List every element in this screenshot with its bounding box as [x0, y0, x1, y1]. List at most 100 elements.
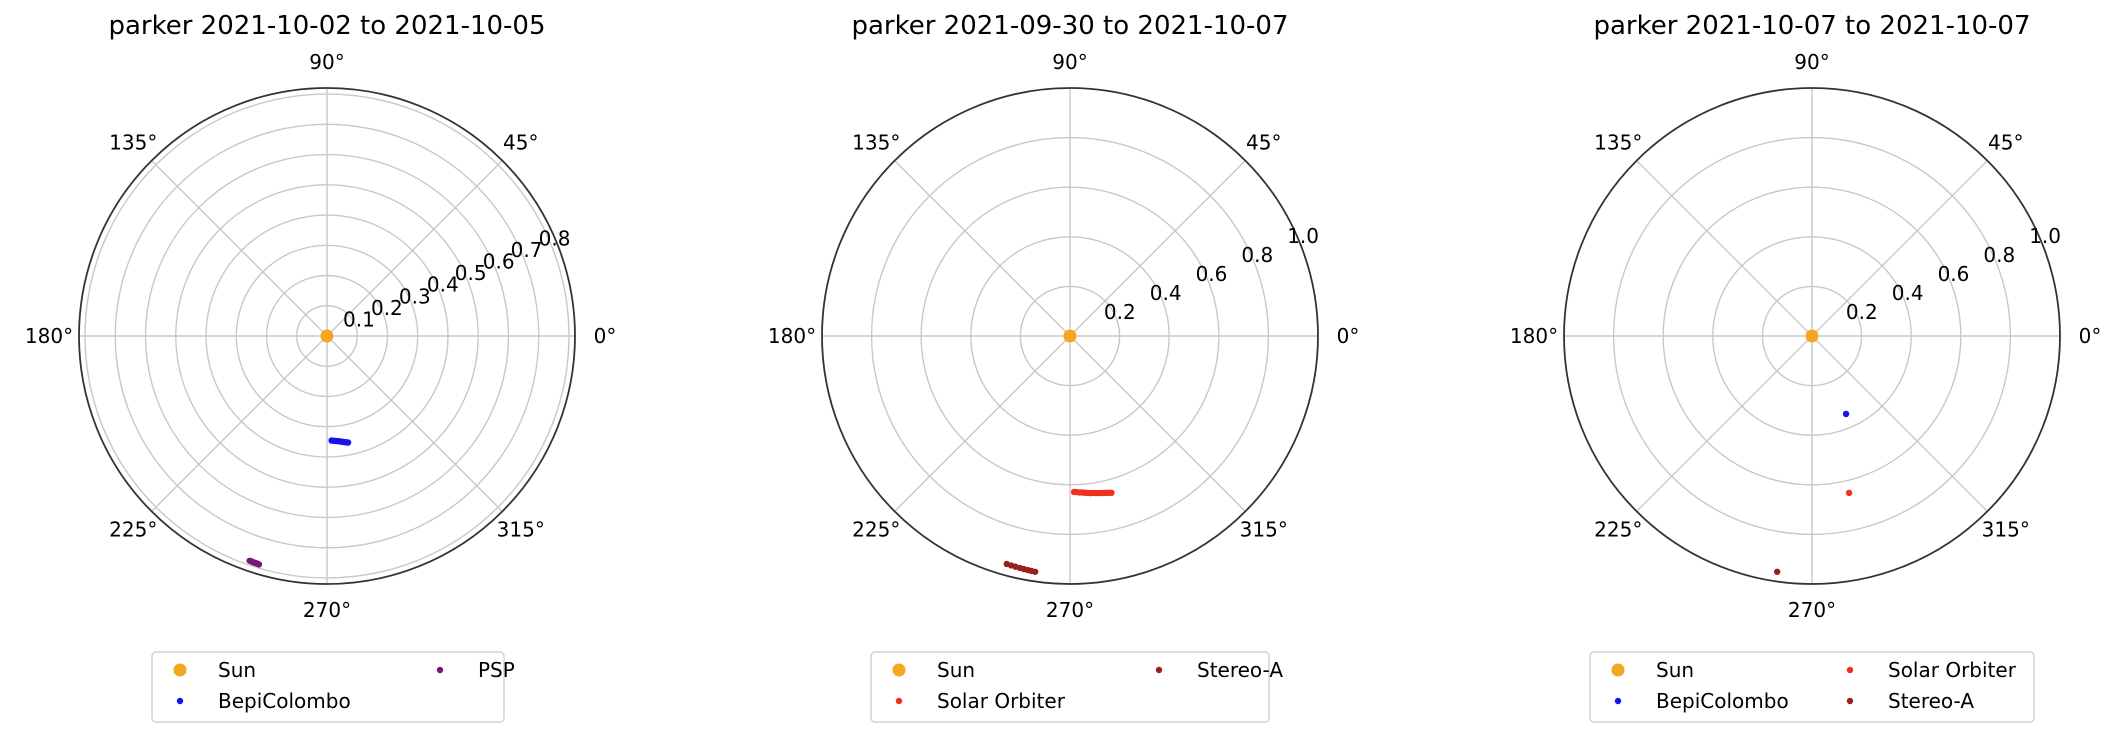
data-point [1845, 489, 1853, 497]
radial-tick-label: 0.7 [511, 238, 543, 262]
data-point [320, 329, 334, 343]
legend-label: Sun [1656, 658, 1694, 682]
angle-tick-label: 180° [25, 324, 73, 348]
radial-tick-label: 0.4 [1892, 281, 1924, 305]
polar-frame [78, 87, 576, 585]
legend-label: Stereo-A [1197, 658, 1283, 682]
angular-gridline [894, 335, 1071, 512]
legend-label: PSP [478, 658, 515, 682]
legend-marker [173, 663, 187, 677]
angle-tick-label: 315° [1240, 518, 1288, 542]
legend-marker [1155, 666, 1163, 674]
angle-tick-label: 45° [1246, 130, 1281, 154]
data-point [1773, 568, 1781, 575]
legend-marker [436, 666, 444, 674]
angle-tick-label: 270° [1046, 598, 1094, 622]
legend-marker [1611, 663, 1625, 677]
radial-tick-label: 1.0 [1287, 224, 1319, 248]
data-point [1108, 489, 1115, 497]
data-point [255, 561, 263, 568]
chart-title: parker 2021-10-02 to 2021-10-05 [108, 11, 545, 41]
series-solar-orbiter [1845, 489, 1853, 497]
data-point [344, 439, 352, 446]
angle-tick-label: 225° [852, 518, 900, 542]
angular-gridline [894, 160, 1071, 337]
radial-tick-label: 0.6 [1196, 262, 1228, 286]
radial-tick-label: 0.3 [399, 284, 431, 308]
angle-tick-label: 0° [1337, 324, 1360, 348]
angle-tick-label: 0° [2079, 324, 2102, 348]
angular-gridline [1069, 160, 1246, 337]
radial-tick-label: 0.4 [427, 273, 459, 297]
radial-tick-label: 0.6 [1938, 262, 1970, 286]
data-point [1063, 329, 1077, 343]
radial-tick-label: 0.8 [539, 226, 571, 250]
radial-tick-label: 0.8 [1241, 243, 1273, 267]
angular-gridline [1636, 160, 1813, 337]
angle-tick-label: 90° [1052, 50, 1087, 74]
polar-frame [821, 87, 1319, 585]
angle-tick-label: 0° [594, 324, 617, 348]
legend-marker [892, 663, 906, 677]
legend: Sun Solar Orbiter Stereo-A [870, 651, 1283, 723]
series-bepicolombo [328, 437, 352, 446]
angular-gridline [326, 335, 503, 512]
angular-gridline [151, 335, 328, 512]
angle-tick-label: 135° [109, 130, 157, 154]
legend-frame [151, 651, 505, 723]
series-bepicolombo [1842, 410, 1850, 418]
series-psp [246, 557, 263, 568]
legend-marker [1846, 666, 1854, 674]
angle-tick-label: 225° [109, 518, 157, 542]
legend-label: Sun [218, 658, 256, 682]
data-point [1842, 410, 1850, 418]
legend-marker [1846, 697, 1854, 705]
legend-frame [870, 651, 1270, 723]
angular-gridline [1069, 335, 1246, 512]
legend-label: Stereo-A [1888, 689, 1974, 713]
radial-tick-label: 0.2 [1104, 300, 1136, 324]
angle-tick-label: 180° [1510, 324, 1558, 348]
angle-tick-label: 225° [1594, 518, 1642, 542]
angle-tick-label: 180° [768, 324, 816, 348]
angular-gridline [1636, 335, 1813, 512]
angle-tick-label: 90° [1794, 50, 1829, 74]
data-point [1805, 329, 1819, 343]
legend: Sun BepiColombo Solar Orbiter Stereo-A [1589, 651, 2035, 723]
radial-tick-label: 0.4 [1150, 281, 1182, 305]
angle-tick-label: 90° [309, 50, 344, 74]
angular-gridline [1811, 160, 1988, 337]
radial-tick-label: 0.1 [343, 307, 375, 331]
angle-tick-label: 45° [503, 130, 538, 154]
radial-tick-label: 1.0 [2029, 224, 2061, 248]
series-sun [1805, 329, 1819, 343]
radial-tick-label: 0.5 [455, 261, 487, 285]
legend-marker [176, 697, 184, 705]
polar-chart-2: parker 2021-09-30 to 2021-10-07 0° 45° 90° 1… [768, 11, 1360, 723]
series-stereo-a [1003, 560, 1039, 575]
angular-gridline [1811, 335, 1988, 512]
polar-frame [1563, 87, 2061, 585]
chart-title: parker 2021-09-30 to 2021-10-07 [851, 11, 1288, 41]
angle-tick-label: 135° [852, 130, 900, 154]
legend-marker [895, 697, 903, 705]
radial-tick-label: 0.2 [1846, 300, 1878, 324]
angular-gridline [151, 160, 328, 337]
legend-label: Solar Orbiter [1888, 658, 2017, 682]
angle-tick-label: 315° [497, 518, 545, 542]
legend-label: Solar Orbiter [937, 689, 1066, 713]
legend-label: BepiColombo [1656, 689, 1789, 713]
polar-chart-1: parker 2021-10-02 to 2021-10-05 0° 45° 90° 1… [25, 11, 617, 723]
radial-tick-label: 0.2 [371, 296, 403, 320]
series-sun [1063, 329, 1077, 343]
series-solar-orbiter [1070, 488, 1115, 497]
polar-chart-3: parker 2021-10-07 to 2021-10-07 0° 45° 90° 1… [1510, 11, 2102, 723]
data-point [1031, 568, 1039, 575]
legend-label: BepiColombo [218, 689, 351, 713]
angular-gridline [326, 160, 503, 337]
angle-tick-label: 315° [1982, 518, 2030, 542]
legend: Sun BepiColombo PSP [151, 651, 515, 723]
legend-marker [1614, 697, 1622, 705]
series-sun [320, 329, 334, 343]
